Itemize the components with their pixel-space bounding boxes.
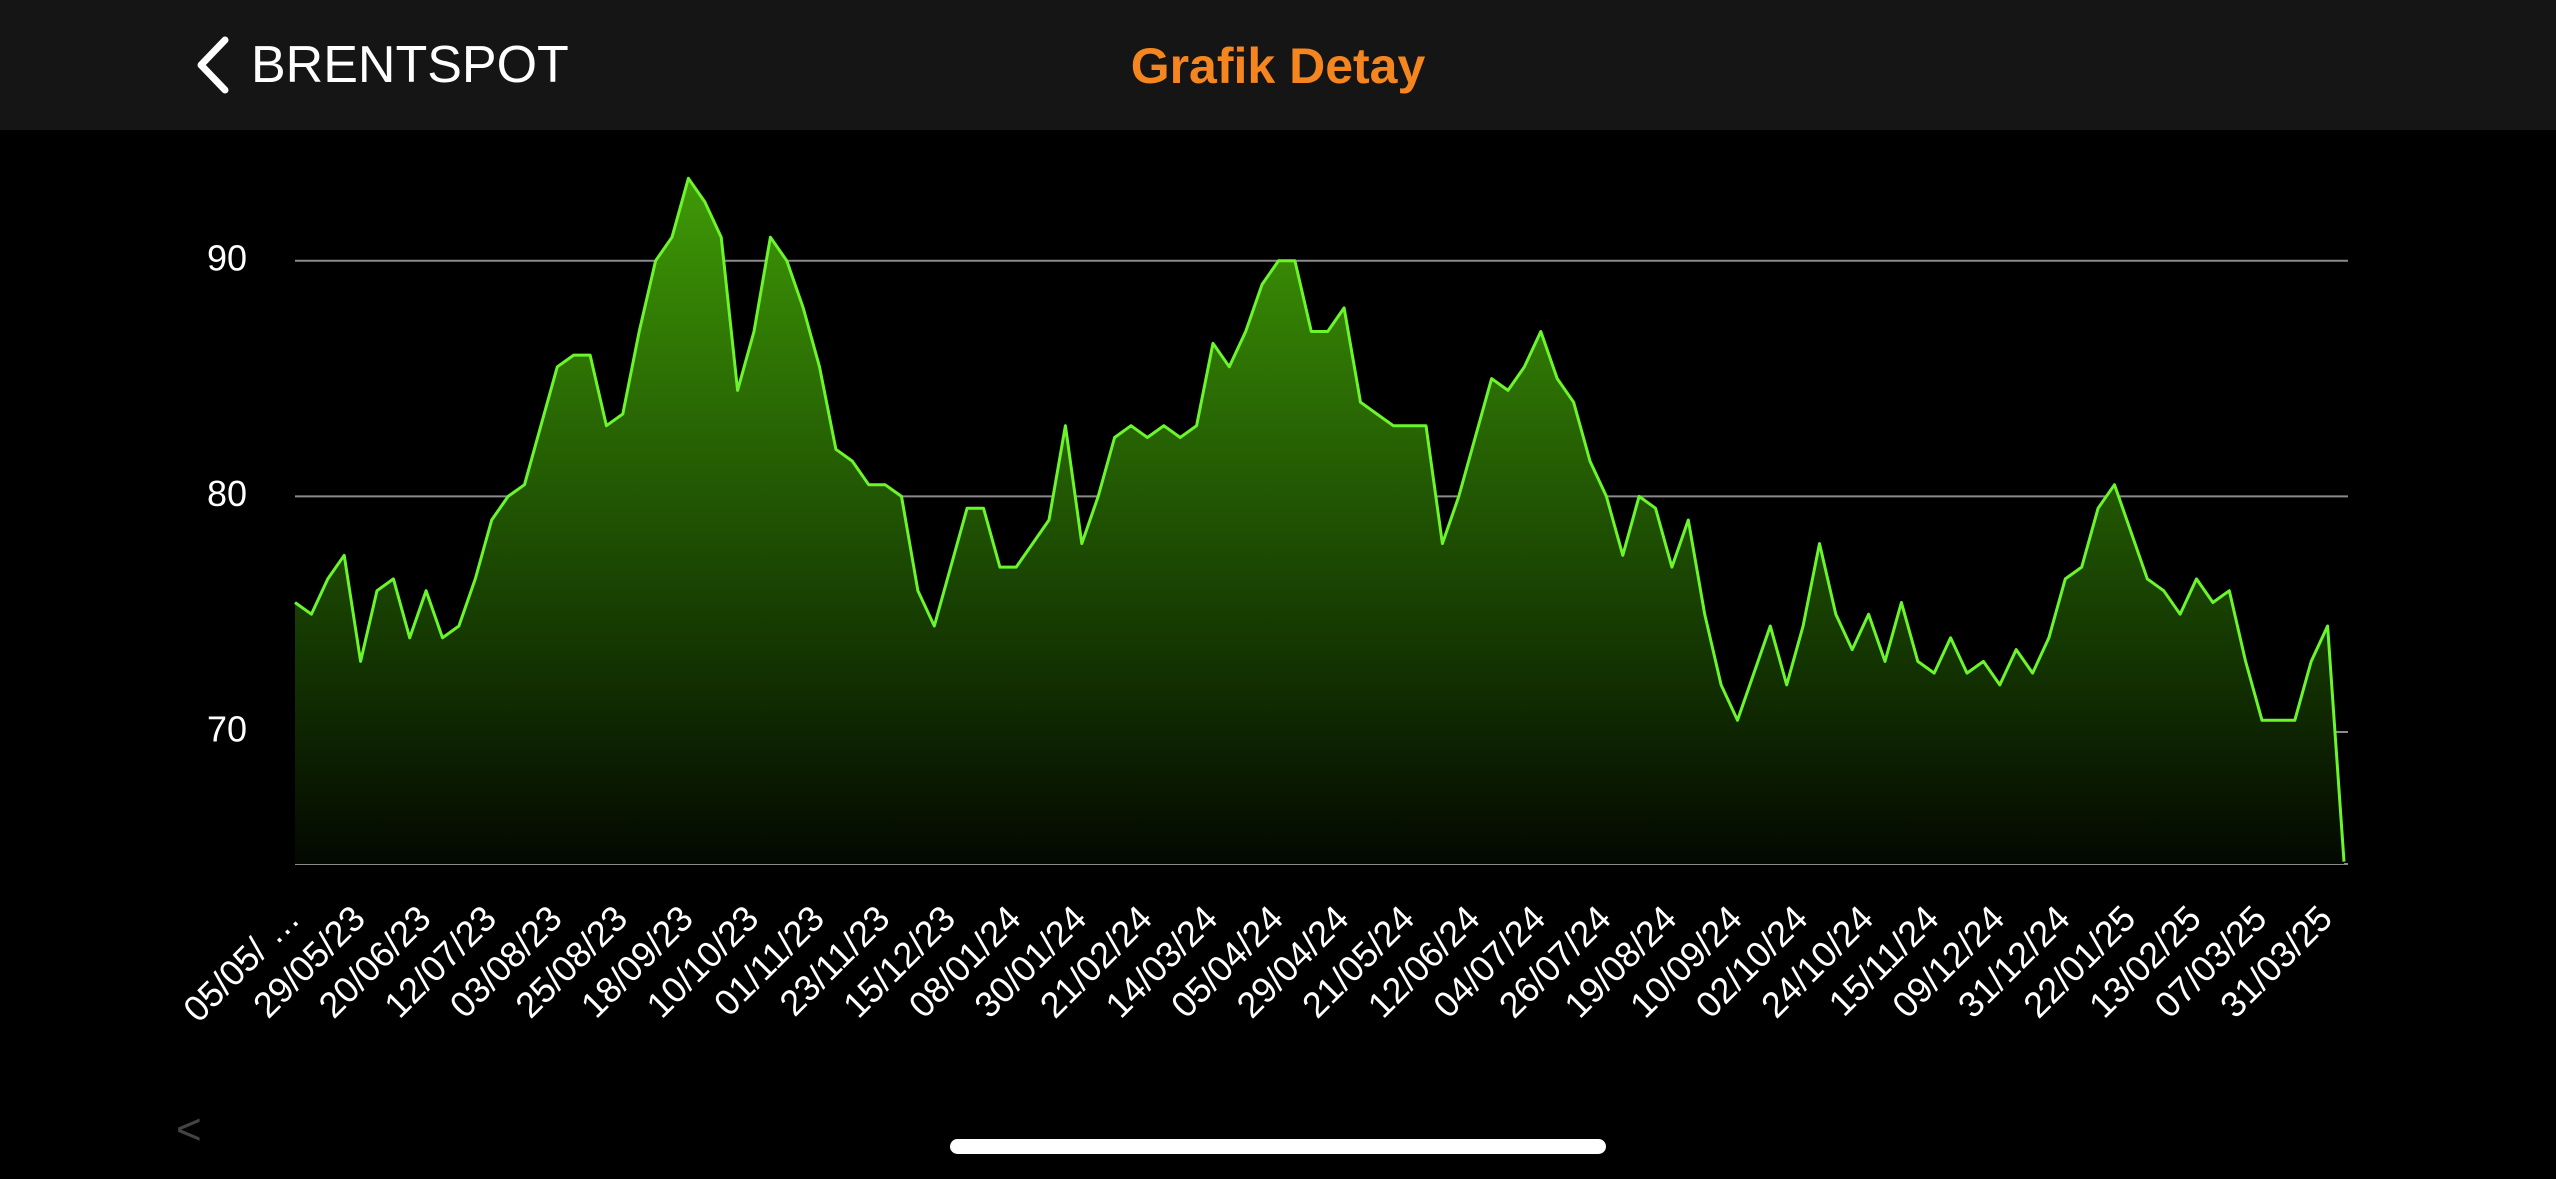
back-chevron — [197, 36, 229, 94]
nav-bar: BRENTSPOT Grafik Detay — [0, 0, 2556, 130]
back-hint[interactable]: < — [176, 1105, 202, 1154]
home-indicator — [950, 1139, 1606, 1154]
y-tick-label: 90 — [207, 237, 247, 278]
area-fill — [295, 178, 2344, 865]
y-tick-label: 80 — [207, 473, 247, 514]
back-button[interactable]: BRENTSPOT — [195, 30, 569, 100]
screen-title: Grafik Detay — [1130, 38, 1426, 94]
back-label: BRENTSPOT — [251, 36, 569, 94]
price-line — [294, 176, 2346, 862]
y-tick-label: 70 — [207, 709, 247, 750]
